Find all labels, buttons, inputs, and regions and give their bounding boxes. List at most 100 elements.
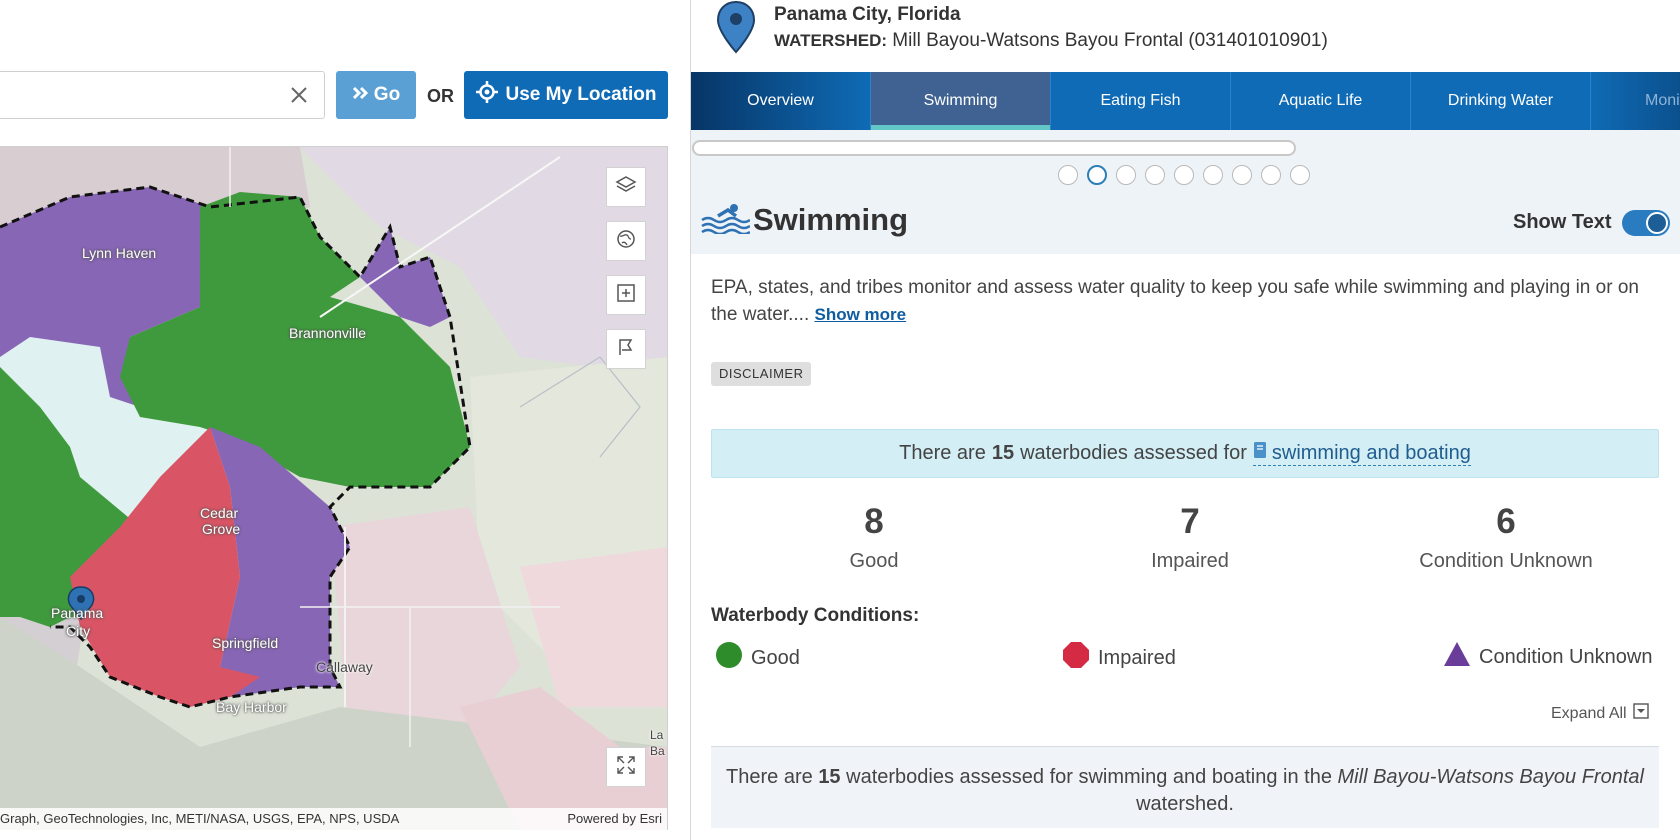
map-label-springfield: Springfield bbox=[212, 635, 279, 651]
tab-drinking-water[interactable]: Drinking Water bbox=[1411, 72, 1591, 130]
watershed-summary: There are 15 waterbodies assessed for sw… bbox=[711, 746, 1659, 828]
map-label-edge-2: Ba bbox=[650, 744, 665, 758]
left-map-pane: Go OR Use My Location bbox=[0, 0, 690, 840]
fullscreen-button[interactable] bbox=[606, 747, 646, 787]
purple-triangle-icon bbox=[1443, 641, 1471, 673]
map-label-bay-harbor: Bay Harbor bbox=[216, 699, 287, 715]
stat-unknown-value: 6 bbox=[1496, 502, 1516, 541]
map-label-panama: Panama bbox=[51, 605, 104, 621]
legend-unknown-label: Condition Unknown bbox=[1479, 645, 1653, 668]
plus-box-icon bbox=[616, 283, 636, 308]
tab-eating-fish[interactable]: Eating Fish bbox=[1051, 72, 1231, 130]
assessed-count: 15 bbox=[991, 442, 1015, 464]
show-text-toggle[interactable] bbox=[1622, 210, 1670, 236]
pager-dot[interactable] bbox=[1058, 165, 1078, 185]
legend-good-label: Good bbox=[751, 646, 800, 669]
map-label-grove: Grove bbox=[202, 521, 241, 537]
map-pin-icon[interactable] bbox=[67, 586, 95, 621]
show-text-label: Show Text bbox=[1513, 211, 1612, 233]
map-canvas bbox=[0, 147, 667, 830]
stat-good: 8 Good bbox=[724, 502, 1024, 573]
bookmark-button[interactable] bbox=[606, 329, 646, 369]
pager-dot[interactable] bbox=[1203, 165, 1223, 185]
use-my-location-button[interactable]: Use My Location bbox=[464, 71, 668, 119]
show-more-link[interactable]: Show more bbox=[814, 305, 907, 324]
legend-unknown: Condition Unknown bbox=[1443, 641, 1652, 673]
layers-button[interactable] bbox=[606, 167, 646, 207]
tab-monitoring[interactable]: Monit bbox=[1591, 72, 1680, 130]
caret-box-icon bbox=[1632, 703, 1649, 724]
map-view[interactable]: Lynn Haven Brannonville Cedar Grove Pana… bbox=[0, 146, 668, 830]
summary-watershed: Mill Bayou-Watsons Bayou Frontal bbox=[1337, 766, 1644, 788]
legend-good: Good bbox=[715, 641, 800, 675]
disclaimer-button[interactable]: DISCLAIMER bbox=[711, 362, 812, 386]
red-octagon-icon bbox=[1062, 641, 1090, 675]
layers-icon bbox=[615, 174, 637, 201]
map-attribution: Graph, GeoTechnologies, Inc, METI/NASA, … bbox=[0, 808, 667, 830]
flag-icon bbox=[616, 337, 636, 362]
map-label-city: City bbox=[66, 623, 91, 639]
use-my-location-label: Use My Location bbox=[505, 84, 657, 105]
search-input[interactable] bbox=[0, 71, 325, 119]
map-label-brannonville: Brannonville bbox=[289, 325, 367, 341]
map-label-edge-1: La bbox=[650, 728, 664, 742]
globe-icon bbox=[615, 228, 637, 255]
assessed-prefix: There are bbox=[899, 442, 986, 464]
expand-all-button[interactable]: Expand All bbox=[1551, 703, 1649, 724]
map-label-cedar: Cedar bbox=[200, 505, 239, 521]
double-chevron-icon bbox=[352, 84, 370, 106]
section-intro: EPA, states, and tribes monitor and asse… bbox=[711, 274, 1661, 328]
stat-unknown: 6 Condition Unknown bbox=[1356, 502, 1656, 573]
swimmer-icon bbox=[700, 202, 751, 239]
tab-swimming[interactable]: Swimming bbox=[871, 72, 1051, 130]
horizontal-scrollbar[interactable] bbox=[692, 140, 1296, 156]
summary-suffix: watershed. bbox=[1136, 793, 1234, 815]
go-label: Go bbox=[373, 84, 401, 105]
pager-dot[interactable] bbox=[1116, 165, 1136, 185]
pager-dot[interactable] bbox=[1145, 165, 1165, 185]
glossary-term-label: swimming and boating bbox=[1271, 441, 1471, 464]
powered-by-esri[interactable]: Powered by Esri bbox=[567, 811, 662, 826]
watershed-line: WATERSHED: Mill Bayou-Watsons Bayou Fron… bbox=[774, 30, 1328, 52]
crosshair-icon bbox=[475, 81, 498, 109]
pager-dot[interactable] bbox=[1232, 165, 1252, 185]
watershed-label: WATERSHED: bbox=[774, 31, 888, 50]
zoom-in-button[interactable] bbox=[606, 275, 646, 315]
book-icon bbox=[1253, 441, 1267, 465]
legend-impaired-label: Impaired bbox=[1098, 646, 1176, 669]
assessed-middle: waterbodies assessed for bbox=[1020, 442, 1247, 464]
pager-dot[interactable] bbox=[1261, 165, 1281, 185]
pager-dot[interactable] bbox=[1290, 165, 1310, 185]
go-button[interactable]: Go bbox=[336, 71, 416, 119]
toggle-knob bbox=[1646, 212, 1668, 234]
stat-impaired-value: 7 bbox=[1180, 502, 1200, 541]
location-pin-icon bbox=[715, 0, 757, 59]
expand-all-label: Expand All bbox=[1551, 704, 1627, 722]
stat-good-value: 8 bbox=[864, 502, 884, 541]
map-label-lynn-haven: Lynn Haven bbox=[82, 245, 157, 261]
legend-impaired: Impaired bbox=[1062, 641, 1176, 675]
section-title: Swimming bbox=[753, 202, 909, 237]
stat-impaired-label: Impaired bbox=[1151, 550, 1229, 572]
basemap-button[interactable] bbox=[606, 221, 646, 261]
tab-pager bbox=[1058, 165, 1310, 185]
summary-count: 15 bbox=[818, 766, 841, 788]
stat-good-label: Good bbox=[849, 550, 899, 572]
pager-dot[interactable] bbox=[1174, 165, 1194, 185]
summary-prefix: There are bbox=[726, 766, 813, 788]
glossary-term[interactable]: swimming and boating bbox=[1252, 441, 1471, 466]
clear-search-icon[interactable] bbox=[286, 82, 312, 108]
intro-text: EPA, states, and tribes monitor and asse… bbox=[711, 277, 1639, 325]
map-label-callaway: Callaway bbox=[316, 659, 373, 675]
pager-dot-active[interactable] bbox=[1087, 165, 1107, 185]
topic-tabs: Overview Swimming Eating Fish Aquatic Li… bbox=[691, 72, 1680, 130]
tab-overview[interactable]: Overview bbox=[691, 72, 871, 130]
tab-aquatic-life[interactable]: Aquatic Life bbox=[1231, 72, 1411, 130]
stat-impaired: 7 Impaired bbox=[1040, 502, 1340, 573]
location-title: Panama City, Florida bbox=[774, 4, 961, 25]
summary-middle: waterbodies assessed for swimming and bo… bbox=[846, 766, 1332, 788]
stat-unknown-label: Condition Unknown bbox=[1419, 550, 1593, 572]
right-info-panel: Panama City, Florida WATERSHED: Mill Bay… bbox=[690, 0, 1680, 840]
conditions-title: Waterbody Conditions: bbox=[711, 605, 920, 626]
expand-icon bbox=[616, 755, 636, 780]
